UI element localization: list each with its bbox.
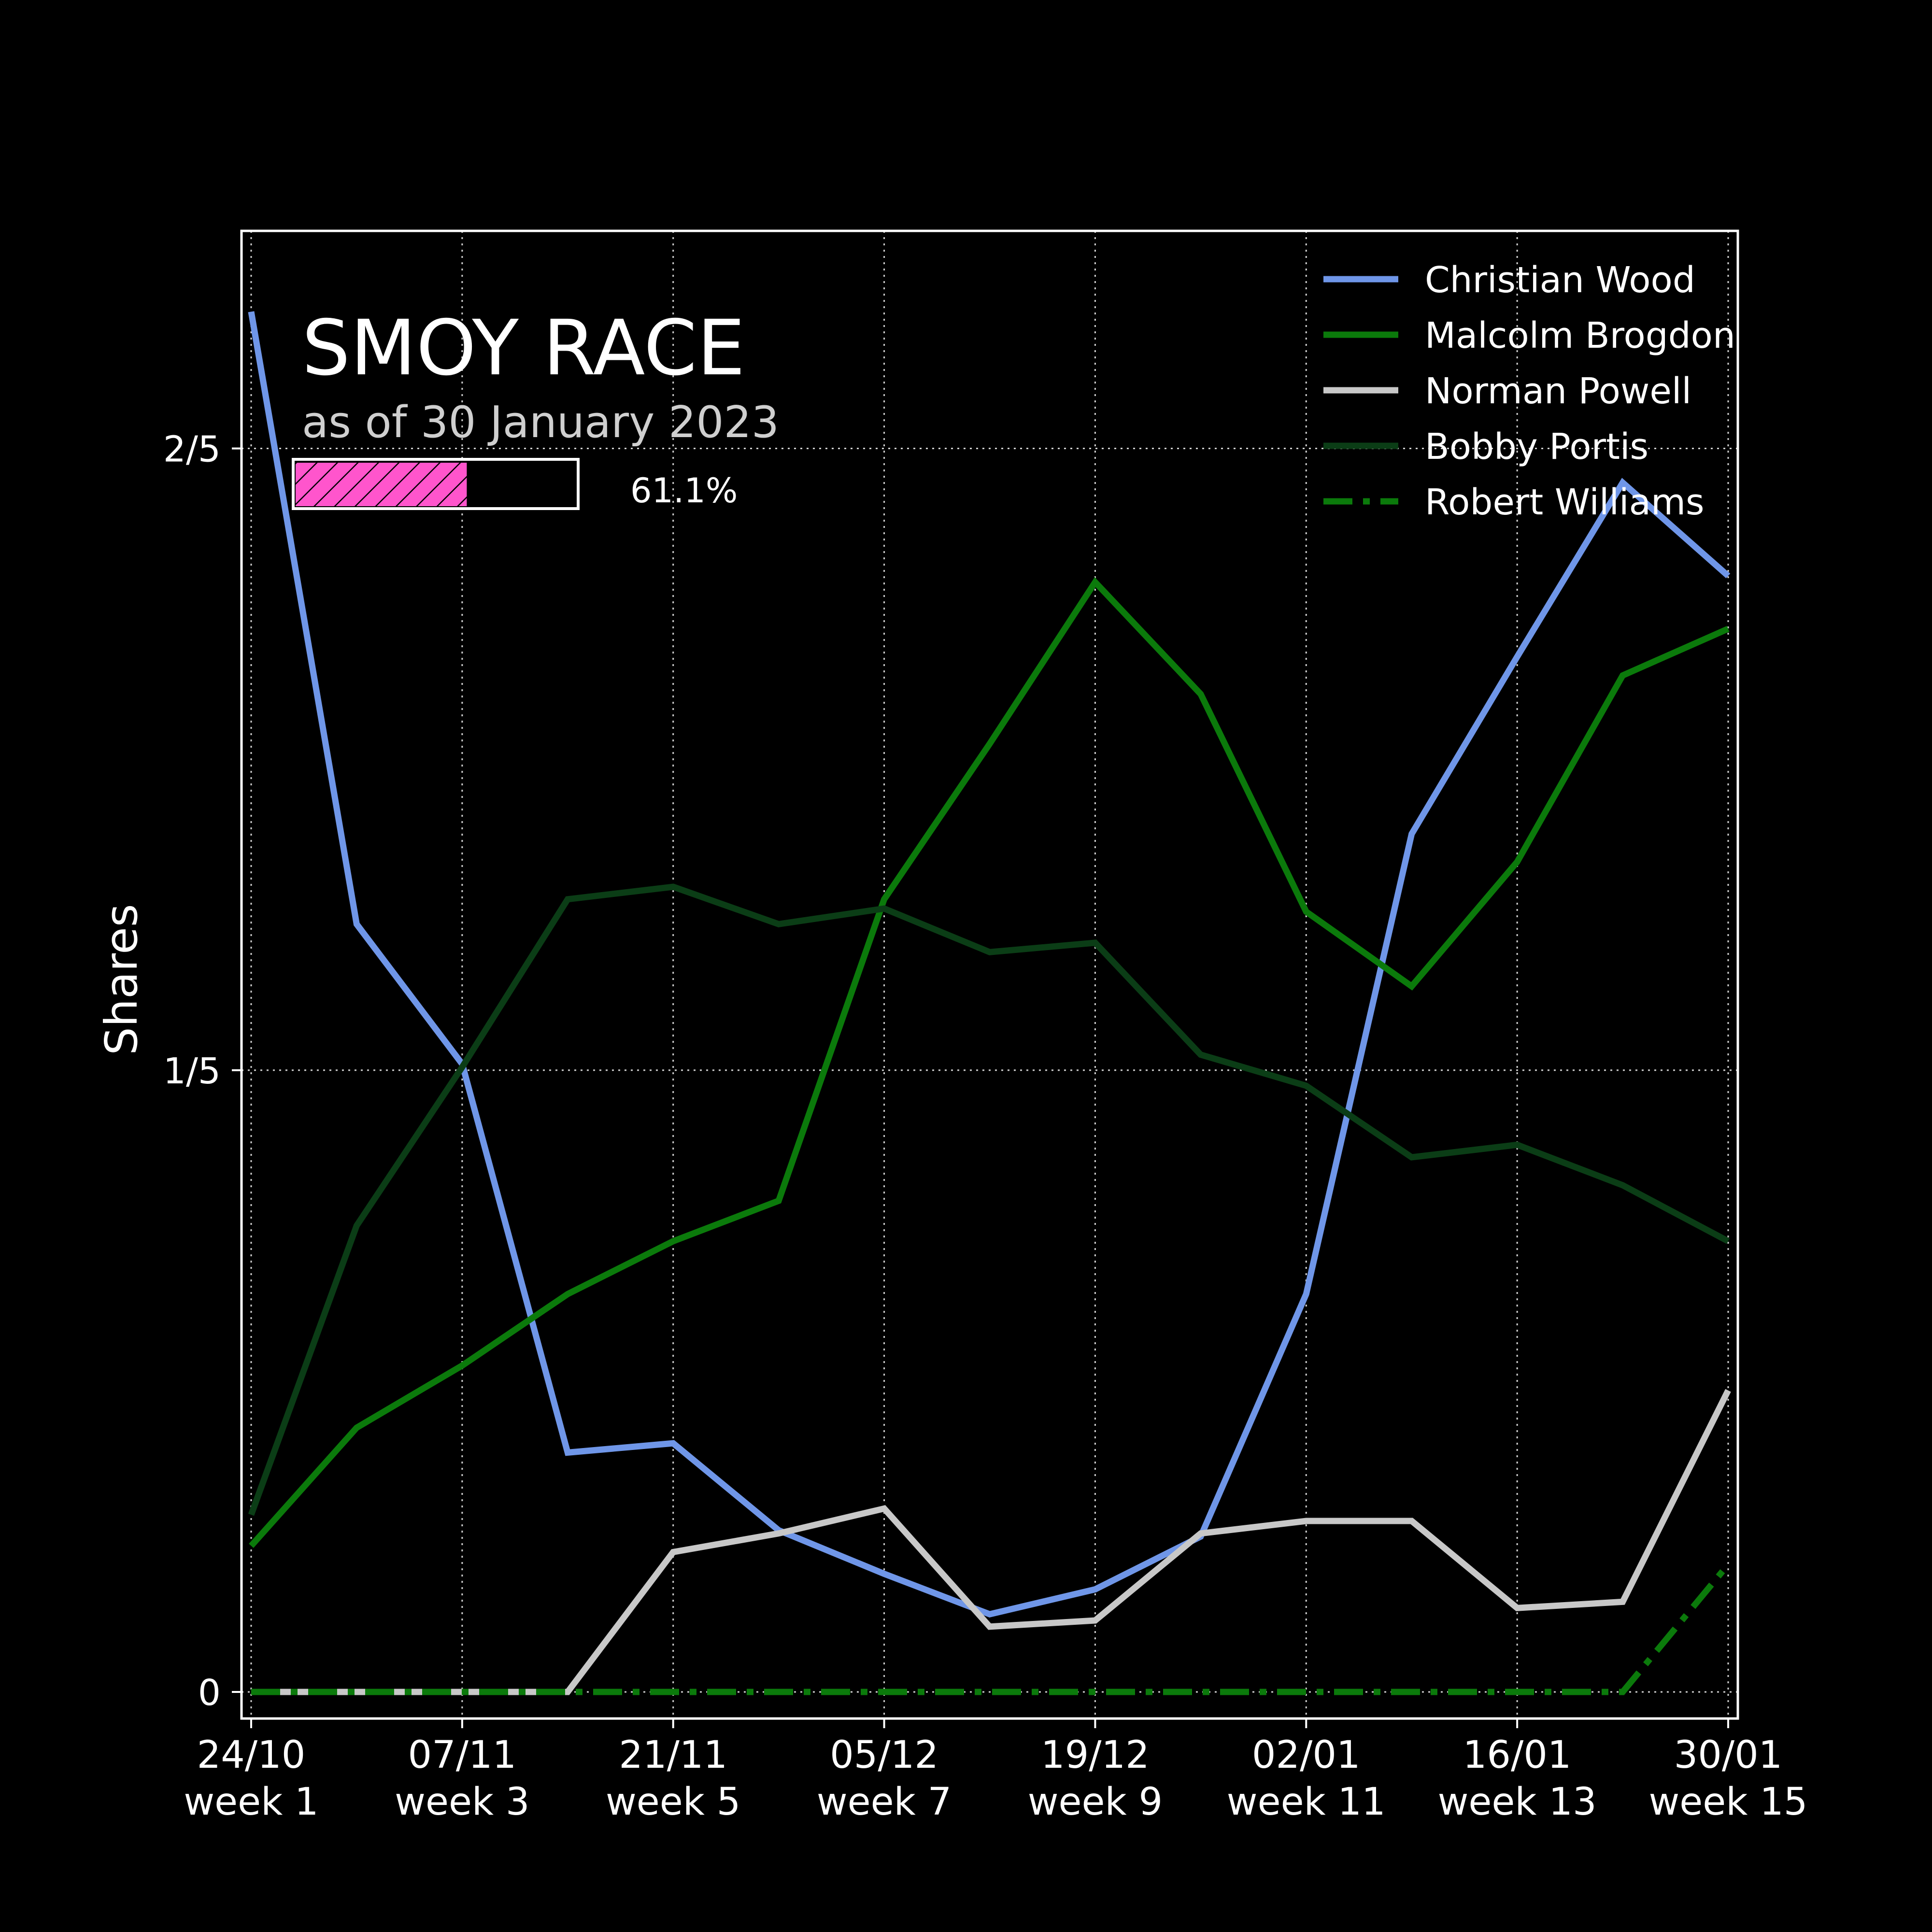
legend-label: Christian Wood bbox=[1425, 259, 1695, 301]
x-tick-date: 21/11 bbox=[619, 1733, 727, 1777]
x-tick-date: 07/11 bbox=[408, 1733, 516, 1777]
x-tick-week: week 5 bbox=[606, 1780, 740, 1824]
x-tick-date: 02/01 bbox=[1252, 1733, 1361, 1777]
series-line-christian-wood bbox=[248, 311, 1731, 1618]
y-tick-label: 1/5 bbox=[163, 1051, 221, 1092]
x-tick-date: 30/01 bbox=[1674, 1733, 1783, 1777]
y-axis-label: Shares bbox=[96, 904, 147, 1055]
x-tick-date: 24/10 bbox=[197, 1733, 306, 1777]
x-tick-week: week 9 bbox=[1028, 1780, 1163, 1824]
legend-label: Malcolm Brogdon bbox=[1425, 315, 1735, 356]
y-axis-ticks: 0 1/5 2/5 bbox=[163, 429, 242, 1714]
progress-label: 61.1% bbox=[630, 471, 738, 511]
legend-label: Robert Williams bbox=[1425, 482, 1705, 523]
progress-bar-outline bbox=[292, 458, 580, 510]
y-tick-label: 2/5 bbox=[163, 429, 221, 470]
series-line-malcolm-brogdon bbox=[249, 577, 1730, 1548]
legend-label: Norman Powell bbox=[1425, 370, 1691, 412]
grid-lines bbox=[242, 231, 1738, 1719]
progress-bar: 61.1% bbox=[292, 458, 738, 511]
chart-title: SMOY RACE bbox=[302, 304, 745, 393]
x-tick-week: week 15 bbox=[1649, 1780, 1808, 1824]
x-tick-date: 16/01 bbox=[1463, 1733, 1572, 1777]
series-line-bobby-portis bbox=[248, 883, 1730, 1516]
legend-label: Bobby Portis bbox=[1425, 426, 1648, 468]
series-line-norman-powell bbox=[251, 1389, 1731, 1695]
progress-bar-fill bbox=[296, 463, 467, 506]
x-tick-week: week 3 bbox=[395, 1780, 529, 1824]
legend: Christian Wood Malcolm Brogdon Norman Powe… bbox=[1323, 259, 1735, 523]
x-tick-week: week 1 bbox=[184, 1780, 318, 1824]
plot-frame bbox=[240, 229, 1739, 1720]
x-tick-date: 05/12 bbox=[830, 1733, 938, 1777]
x-tick-date: 19/12 bbox=[1041, 1733, 1150, 1777]
y-tick-label: 0 bbox=[198, 1672, 221, 1714]
x-tick-week: week 7 bbox=[817, 1780, 952, 1824]
x-tick-week: week 13 bbox=[1438, 1780, 1597, 1824]
chart-subtitle: as of 30 January 2023 bbox=[302, 397, 779, 448]
x-tick-week: week 11 bbox=[1227, 1780, 1386, 1824]
series-line-robert-williams bbox=[251, 1562, 1731, 1695]
series-layer bbox=[248, 311, 1731, 1695]
